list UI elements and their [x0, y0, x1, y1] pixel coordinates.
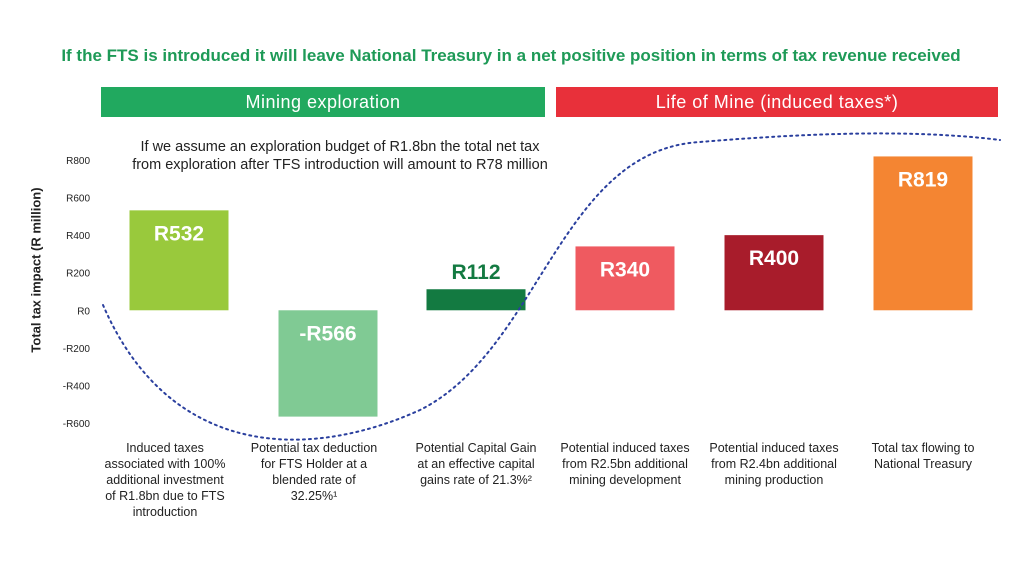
y-tick-label: -R200 [63, 344, 91, 355]
data-label-2: -R566 [299, 322, 356, 345]
bar-4 [575, 246, 675, 311]
data-label-4: R340 [600, 258, 650, 281]
chart-title: If the FTS is introduced it will leave N… [61, 46, 961, 65]
y-tick-label: R400 [66, 231, 90, 242]
mining-exploration-banner: Mining exploration [101, 87, 545, 117]
category-label-1: Induced taxes associated with 100% addit… [104, 441, 226, 519]
data-label-3: R112 [451, 261, 500, 284]
category-label-2: Potential tax deduction for FTS Holder a… [250, 441, 378, 503]
data-label-5: R400 [749, 247, 799, 270]
category-label-5: Potential induced taxes from R2.4bn addi… [709, 441, 839, 487]
bar-2 [278, 310, 378, 417]
y-tick-label: R0 [77, 306, 90, 317]
bar-6 [873, 156, 973, 311]
y-tick-label: R600 [66, 194, 90, 205]
y-tick-label: -R400 [63, 381, 91, 392]
data-label-1: R532 [154, 222, 204, 245]
y-axis-label: Total tax impact (R million) [28, 187, 44, 353]
exploration-note: If we assume an exploration budget of R1… [132, 139, 548, 173]
bar-3 [426, 289, 526, 311]
category-label-3: Potential Capital Gain at an effective c… [415, 441, 537, 487]
y-tick-label: -R600 [63, 419, 91, 430]
bar-1 [129, 210, 229, 311]
y-tick-label: R200 [66, 269, 90, 280]
category-label-4: Potential induced taxes from R2.5bn addi… [560, 441, 690, 487]
trend-curve [102, 132, 1001, 441]
category-label-6: Total tax flowing to National Treasury [871, 441, 975, 471]
life-of-mine-banner: Life of Mine (induced taxes*) [556, 87, 998, 117]
bar-5 [724, 235, 824, 311]
data-label-6: R819 [898, 168, 948, 191]
y-tick-label: R800 [66, 156, 90, 167]
